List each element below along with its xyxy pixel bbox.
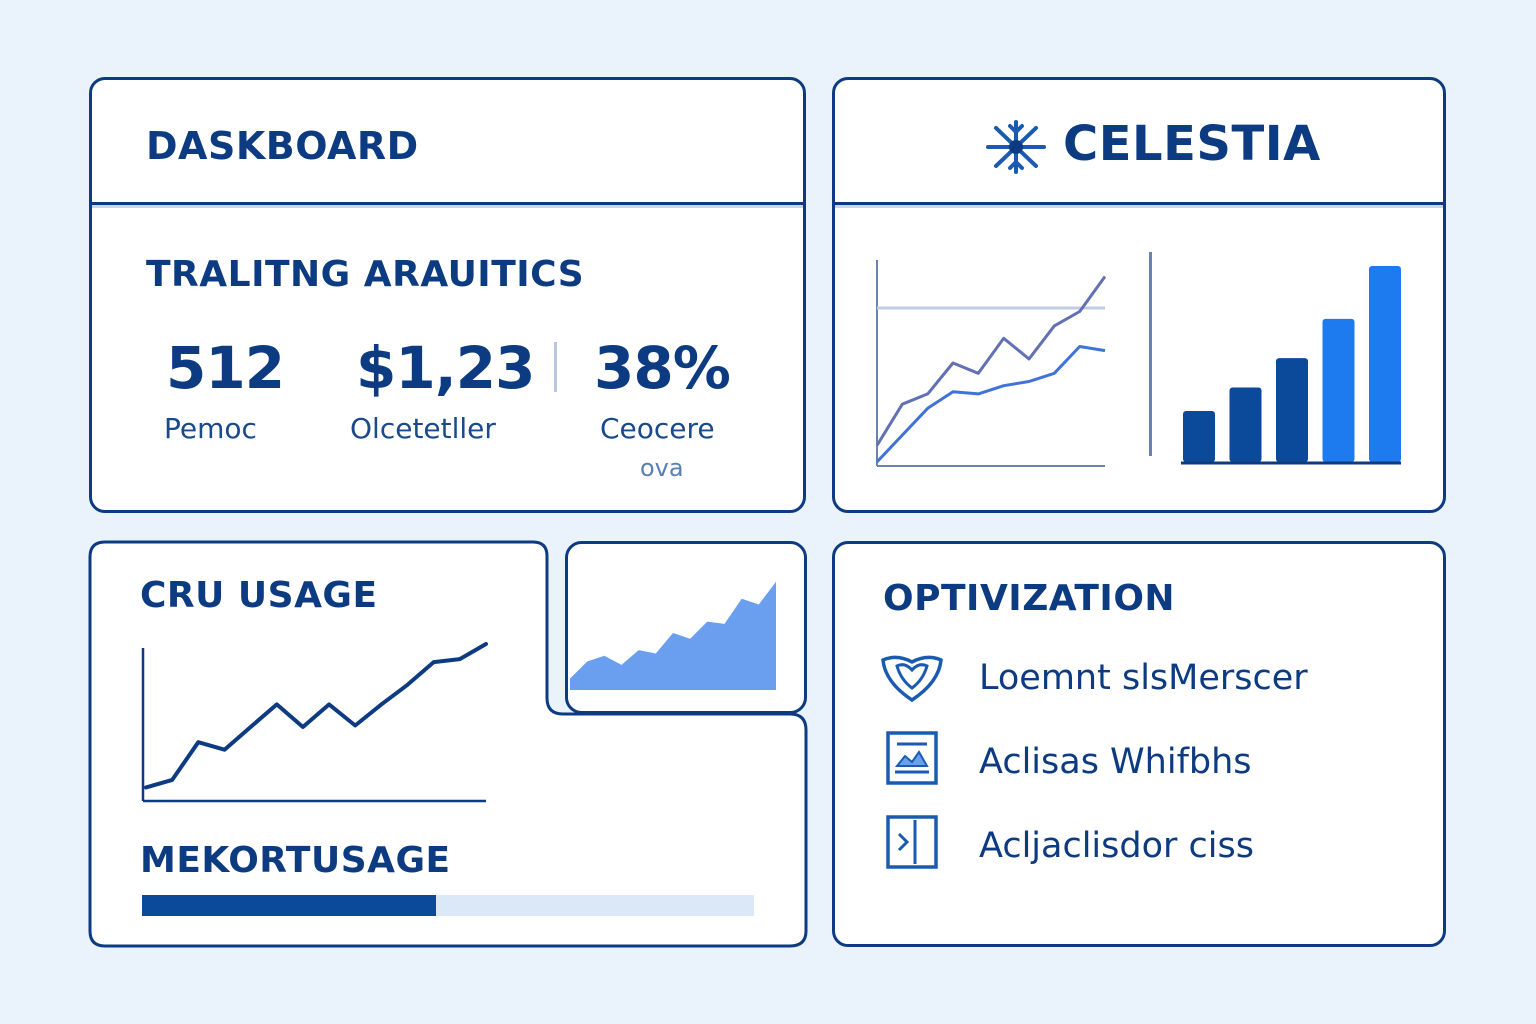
mini-area-chart — [570, 581, 776, 690]
bar-1 — [1183, 411, 1215, 462]
optimization-item-label: Loemnt slsMerscer — [979, 658, 1308, 698]
brand-panel: CELESTIA — [832, 77, 1446, 513]
memory-usage-title: MEKORTUSAGE — [140, 840, 451, 881]
area-fill — [570, 581, 776, 690]
optimization-item-2[interactable]: Aclisas Whifbhs — [875, 728, 1415, 794]
optimization-panel: OPTIVIZATION Loemnt slsMerscer Aclisas W… — [832, 541, 1446, 947]
series-line-1 — [875, 275, 1107, 447]
section-title: TRALITNG ARAUITICS — [146, 254, 585, 295]
stat-label-2: Olcetetller — [350, 412, 496, 445]
bar-2 — [1229, 387, 1262, 462]
stat-label-3: Ceocere — [600, 412, 715, 445]
optimization-item-1[interactable]: Loemnt slsMerscer — [875, 644, 1415, 710]
cpu-line — [144, 642, 488, 790]
optimization-title: OPTIVIZATION — [883, 578, 1176, 619]
trend-line-chart — [875, 260, 1107, 467]
bar-4 — [1322, 318, 1355, 462]
optimization-item-label: Acljaclisdor ciss — [979, 826, 1254, 866]
brand-header — [835, 80, 1443, 205]
brand-name: CELESTIA — [1063, 116, 1321, 172]
series-line-2 — [875, 345, 1106, 463]
bar-5 — [1369, 266, 1401, 462]
growth-bar-chart — [1181, 266, 1401, 465]
optimization-item-3[interactable]: Acljaclisdor ciss — [875, 812, 1415, 878]
stat-divider — [554, 342, 557, 392]
stat-value-2: $1,23 — [356, 334, 535, 402]
image-frame-icon — [885, 730, 939, 786]
stat-label-1: Pemoc — [164, 412, 257, 445]
stat-value-3: 38% — [594, 334, 731, 402]
play-frame-icon — [885, 814, 939, 870]
memory-progress-fill — [142, 895, 436, 916]
bar-3 — [1276, 358, 1308, 462]
cpu-usage-title: CRU USAGE — [140, 575, 378, 616]
snowflake-icon — [980, 118, 1052, 176]
cpu-usage-chart — [141, 642, 488, 803]
dashboard-panel: DASKBOARD TRALITNG ARAUITICS 512 Pemoc $… — [89, 77, 806, 513]
shield-heart-icon — [879, 652, 945, 704]
memory-progress-bar — [142, 895, 754, 916]
stat-value-1: 512 — [166, 334, 285, 402]
stat-sublabel-3: ova — [640, 454, 684, 482]
dashboard-header — [92, 80, 803, 205]
chart-divider — [1149, 252, 1152, 456]
dashboard-title: DASKBOARD — [146, 124, 419, 168]
optimization-item-label: Aclisas Whifbhs — [979, 742, 1252, 782]
